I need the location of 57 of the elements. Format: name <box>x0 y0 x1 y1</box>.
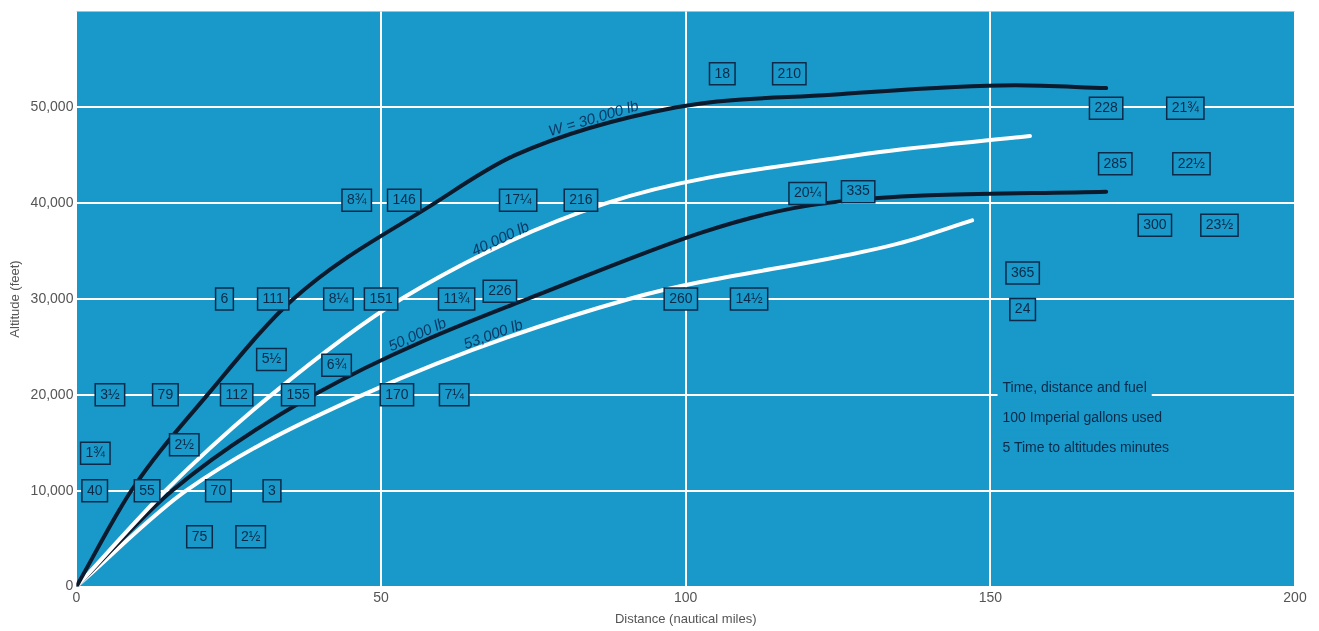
annotation: 79 <box>157 385 174 402</box>
y-axis-title: Altitude (feet) <box>7 260 23 338</box>
y-tick-label: 10,000 <box>30 481 74 498</box>
annotation: 5 Time to altitudes minutes <box>1002 439 1170 456</box>
annotation: 40 <box>86 481 103 498</box>
annotation: 285 <box>1103 154 1128 171</box>
annotation: 24 <box>1014 300 1031 317</box>
x-tick-label: 200 <box>1283 588 1307 605</box>
annotation: 70 <box>210 481 227 498</box>
annotation: 20¼ <box>793 184 822 201</box>
annotation: 226 <box>488 282 512 299</box>
annotation: 6¾ <box>326 356 347 373</box>
annotation: 228 <box>1094 99 1119 116</box>
annotation: 2½ <box>174 435 195 452</box>
annotation: 55 <box>139 481 156 498</box>
x-axis-title: Distance (nautical miles) <box>614 610 757 626</box>
text: 53,000 lb <box>461 315 525 353</box>
text: W = 30,000 lb <box>546 96 641 140</box>
annotation: 260 <box>669 289 693 306</box>
annotation: 300 <box>1143 216 1167 233</box>
annotation: 21¾ <box>1171 99 1200 116</box>
y-tick-label: 30,000 <box>30 289 74 306</box>
annotation: 155 <box>286 385 311 402</box>
annotation: 5½ <box>261 350 282 367</box>
annotation: Time, distance and fuel <box>1002 379 1147 396</box>
annotation: 170 <box>385 385 409 402</box>
annotation: 112 <box>225 385 249 402</box>
y-tick-label: 40,000 <box>30 193 74 210</box>
annotation: 8¾ <box>346 191 367 208</box>
annotation: 14½ <box>735 289 764 306</box>
annotation: 111 <box>262 289 285 306</box>
annotation: 2½ <box>240 527 261 544</box>
annotation: 8¼ <box>328 289 349 306</box>
annotation: 210 <box>777 64 802 81</box>
annotation: 17¼ <box>504 191 533 208</box>
annotation: 3 <box>268 481 277 498</box>
y-tick-label: 0 <box>65 577 74 594</box>
annotation: 146 <box>392 191 417 208</box>
annotation: 7¼ <box>444 385 465 402</box>
annotation: 23½ <box>1205 216 1234 233</box>
annotation: 11¾ <box>443 289 471 306</box>
annotation: 6 <box>220 289 229 306</box>
annotation: 75 <box>191 527 208 544</box>
y-tick-label: 50,000 <box>30 98 74 115</box>
annotation: 100 Imperial gallons used <box>1002 409 1163 426</box>
x-tick-label: 150 <box>978 588 1003 605</box>
annotation: 365 <box>1010 263 1035 280</box>
annotation: 1¾ <box>85 444 106 461</box>
x-tick-label: 50 <box>373 588 390 605</box>
annotation: 216 <box>569 191 593 208</box>
annotation: 335 <box>846 182 871 199</box>
x-tick-label: 100 <box>674 588 698 605</box>
annotation: 18 <box>714 64 731 81</box>
annotation: 22½ <box>1177 154 1206 171</box>
annotation: 151 <box>369 289 393 306</box>
y-tick-label: 20,000 <box>30 385 74 402</box>
annotation: 3½ <box>100 385 120 402</box>
